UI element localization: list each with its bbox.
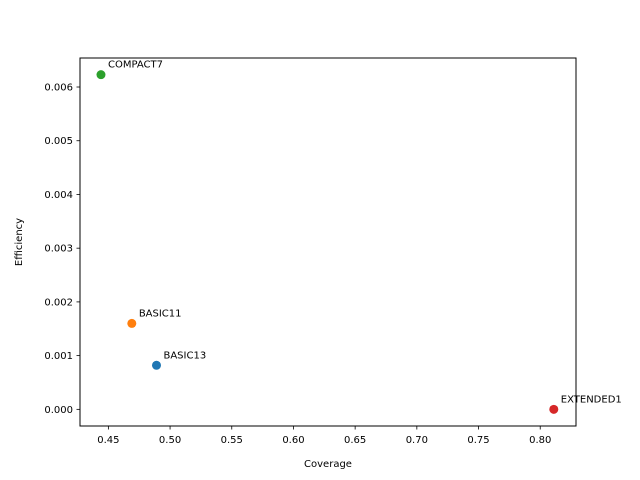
x-tick-label: 0.75	[467, 435, 489, 446]
y-tick-label: 0.003	[44, 244, 73, 255]
y-tick-label: 0.006	[44, 83, 73, 94]
x-tick-label: 0.60	[282, 435, 304, 446]
y-axis-ticks: 0.000 0.001 0.002 0.003 0.004 0.005 0.006	[44, 83, 80, 416]
data-point-label: COMPACT7	[108, 60, 163, 71]
data-point	[96, 70, 106, 80]
plot-frame	[79, 57, 577, 427]
points-layer	[96, 70, 559, 414]
y-axis-label: Efficiency	[14, 218, 25, 266]
point-labels-layer: BASIC13 BASIC11 COMPACT7 EXTENDED1	[108, 60, 622, 406]
plot-area	[80, 58, 576, 426]
data-point-label: BASIC13	[163, 350, 206, 361]
data-point	[127, 318, 137, 328]
data-point-label: EXTENDED1	[561, 394, 622, 405]
y-tick-label: 0.002	[44, 297, 73, 308]
y-tick-label: 0.005	[44, 136, 73, 147]
data-point	[151, 360, 161, 370]
x-tick-label: 0.45	[97, 435, 119, 446]
x-axis-ticks: 0.45 0.50 0.55 0.60 0.65 0.70 0.75 0.80	[97, 426, 551, 446]
x-tick-label: 0.80	[529, 435, 551, 446]
data-point	[549, 404, 559, 414]
y-tick-label: 0.000	[44, 405, 73, 416]
data-point-label: BASIC11	[139, 308, 182, 319]
x-tick-label: 0.65	[344, 435, 366, 446]
x-tick-label: 0.55	[221, 435, 243, 446]
x-tick-label: 0.50	[159, 435, 181, 446]
y-tick-label: 0.001	[44, 351, 73, 362]
x-axis-label: Coverage	[304, 459, 352, 470]
y-tick-label: 0.004	[44, 190, 73, 201]
x-tick-label: 0.70	[406, 435, 428, 446]
